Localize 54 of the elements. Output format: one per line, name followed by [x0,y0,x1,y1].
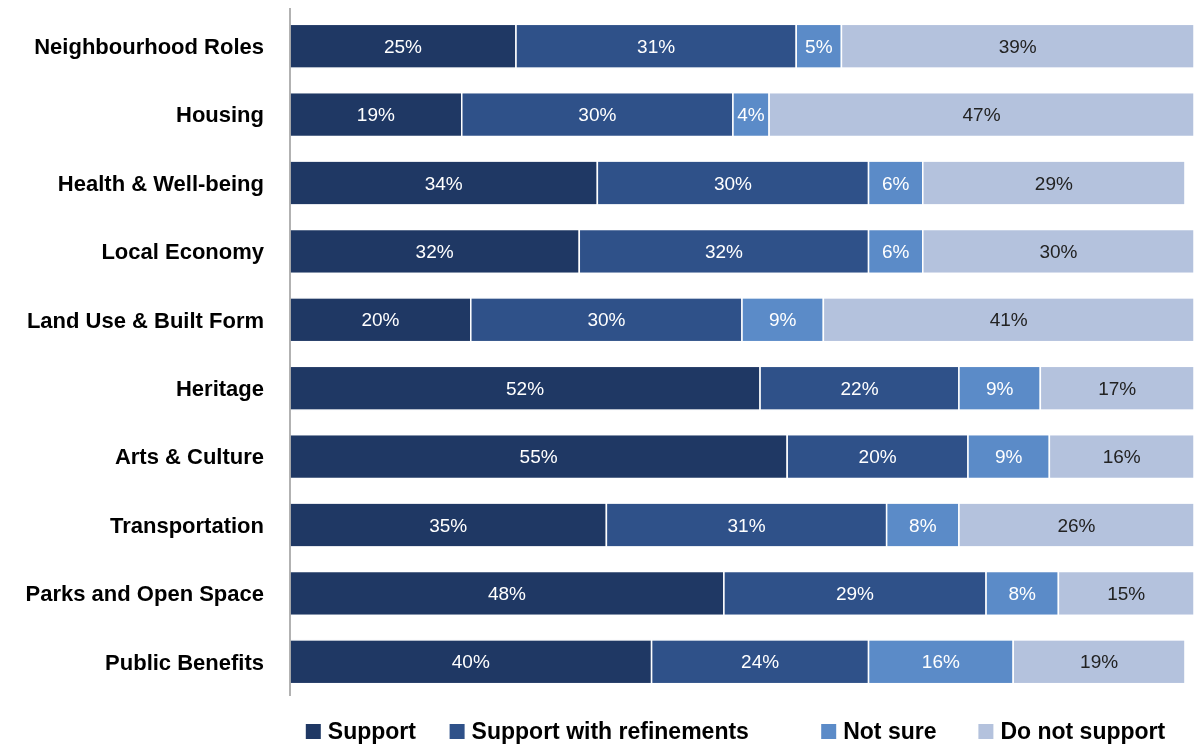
data-label: 22% [840,377,879,399]
data-label: 29% [1034,172,1073,194]
data-label: 8% [909,514,937,536]
data-label: 30% [578,104,617,126]
y-tick-label: Local Economy [101,239,265,265]
data-label: 16% [1102,446,1141,468]
data-label: 9% [994,446,1023,468]
legend-label: Do not support [1000,718,1166,744]
data-label: 4% [737,104,765,126]
data-label: 9% [985,377,1014,399]
data-label: 41% [989,309,1028,331]
data-label: 35% [429,514,468,536]
data-label: 5% [805,35,833,57]
legend-label: Support with refinements [471,718,749,744]
data-label: 9% [768,309,797,331]
data-label: 26% [1057,514,1096,536]
y-tick-label: Housing [176,102,264,128]
y-tick-label: Neighbourhood Roles [34,33,264,59]
data-label: 55% [519,446,558,468]
data-label: 6% [881,172,910,194]
data-label: 30% [1039,241,1078,263]
data-label: 30% [713,172,753,194]
data-label: 40% [451,651,490,673]
data-label: 31% [727,514,766,536]
data-label: 52% [506,377,545,399]
data-label: 47% [962,104,1001,126]
y-tick-label: Land Use & Built Form [26,307,264,333]
y-tick-label: Transportation [109,512,264,538]
legend-label: Not sure [843,718,937,744]
data-label: 20% [858,446,897,468]
data-label: 29% [835,583,875,605]
legend-label: Support [327,718,417,744]
data-label: 6% [881,241,910,263]
data-label: 34% [424,172,463,194]
data-label: 20% [361,309,400,331]
data-label: 30% [587,309,626,331]
y-tick-label: Public Benefits [105,649,264,675]
data-label: 17% [1098,377,1137,399]
data-label: 15% [1107,583,1146,605]
data-label: 19% [356,104,395,126]
data-label: 25% [383,35,423,57]
y-tick-label: Heritage [175,375,264,401]
data-label: 48% [487,583,527,605]
data-label: 16% [921,651,960,673]
y-tick-label: Health & Well-being [57,170,264,196]
data-label: 32% [415,241,454,263]
data-label: 32% [704,241,744,263]
data-label: 8% [1008,583,1037,605]
y-tick-label: Arts & Culture [114,444,264,470]
data-label: 39% [998,35,1037,57]
data-label: 19% [1080,651,1119,673]
data-label: 31% [637,35,676,57]
y-tick-label: Parks and Open Space [25,581,264,607]
data-label: 24% [741,651,780,673]
